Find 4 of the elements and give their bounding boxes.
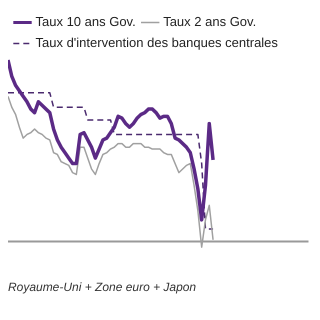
text: Royaume-Uni + Zone euro + Japon <box>8 280 198 294</box>
legend-label: Taux 10 ans Gov. <box>36 14 136 30</box>
legend-label: Taux 2 ans Gov. <box>163 14 256 30</box>
legend-label: Taux d'intervention des banques centrales <box>36 35 278 50</box>
